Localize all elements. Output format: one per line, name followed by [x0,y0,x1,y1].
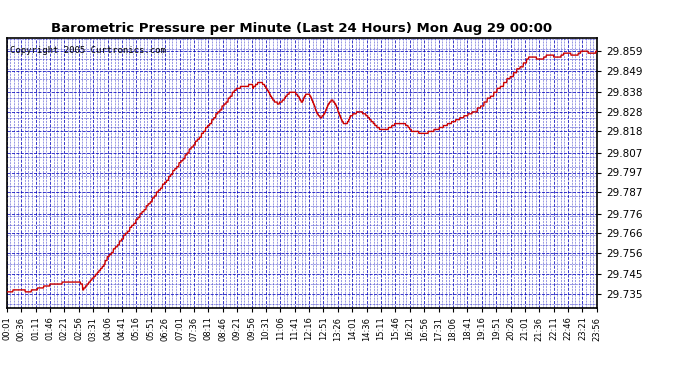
Text: Copyright 2005 Curtronics.com: Copyright 2005 Curtronics.com [10,46,166,55]
Title: Barometric Pressure per Minute (Last 24 Hours) Mon Aug 29 00:00: Barometric Pressure per Minute (Last 24 … [51,22,553,35]
